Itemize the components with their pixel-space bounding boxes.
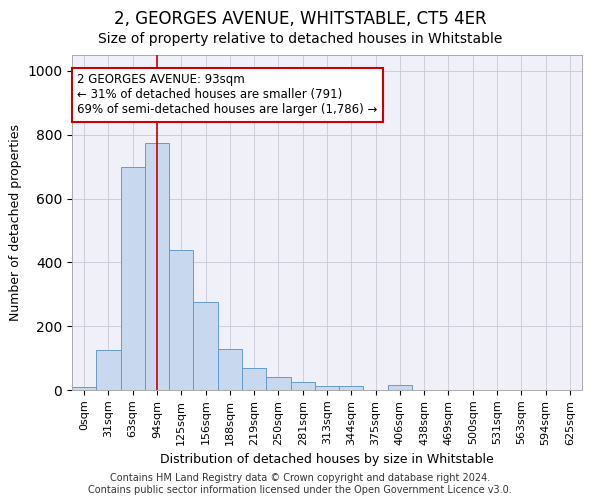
Text: Size of property relative to detached houses in Whitstable: Size of property relative to detached ho… [98, 32, 502, 46]
Bar [72, 388, 96, 390]
Text: 2, GEORGES AVENUE, WHITSTABLE, CT5 4ER: 2, GEORGES AVENUE, WHITSTABLE, CT5 4ER [113, 10, 487, 28]
X-axis label: Distribution of detached houses by size in Whitstable: Distribution of detached houses by size … [160, 453, 494, 466]
Bar [145, 142, 169, 390]
Bar [266, 377, 290, 390]
Bar [315, 386, 339, 390]
Bar [121, 166, 145, 390]
Text: Contains HM Land Registry data © Crown copyright and database right 2024.
Contai: Contains HM Land Registry data © Crown c… [88, 474, 512, 495]
Bar [193, 302, 218, 390]
Y-axis label: Number of detached properties: Number of detached properties [8, 124, 22, 321]
Bar [290, 382, 315, 390]
Bar [388, 385, 412, 390]
Bar [339, 386, 364, 390]
Bar [96, 350, 121, 390]
Text: 2 GEORGES AVENUE: 93sqm
← 31% of detached houses are smaller (791)
69% of semi-d: 2 GEORGES AVENUE: 93sqm ← 31% of detache… [77, 74, 377, 116]
Bar [169, 250, 193, 390]
Bar [242, 368, 266, 390]
Bar [218, 348, 242, 390]
